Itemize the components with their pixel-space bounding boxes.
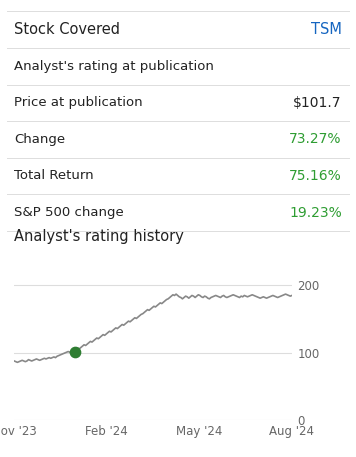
Text: Analyst's rating history: Analyst's rating history — [14, 229, 184, 244]
Text: Analyst's rating at publication: Analyst's rating at publication — [14, 60, 214, 73]
Text: Change: Change — [14, 133, 66, 146]
Text: BUY: BUY — [287, 59, 319, 73]
Text: Total Return: Total Return — [14, 170, 94, 182]
Text: 73.27%: 73.27% — [289, 133, 342, 146]
Text: S&P 500 change: S&P 500 change — [14, 206, 124, 219]
Text: 75.16%: 75.16% — [289, 169, 342, 183]
Text: Price at publication: Price at publication — [14, 96, 143, 109]
Point — [72, 348, 77, 356]
Text: $101.7: $101.7 — [293, 96, 342, 110]
Text: TSM: TSM — [311, 22, 342, 37]
Text: Stock Covered: Stock Covered — [14, 22, 120, 37]
Text: 19.23%: 19.23% — [289, 206, 342, 219]
